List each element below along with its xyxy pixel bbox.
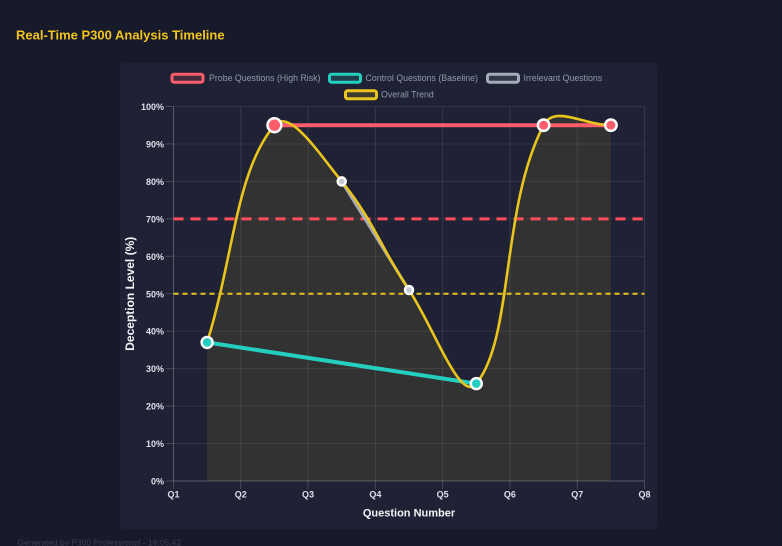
- svg-text:Irrelevant Questions: Irrelevant Questions: [524, 73, 603, 83]
- svg-text:Probe Questions (High Risk): Probe Questions (High Risk): [209, 73, 321, 83]
- svg-text:Q7: Q7: [571, 490, 583, 500]
- svg-text:Overall Trend: Overall Trend: [381, 90, 434, 100]
- svg-text:50%: 50%: [146, 289, 164, 299]
- svg-text:Q3: Q3: [302, 490, 314, 500]
- svg-text:Question Number: Question Number: [363, 508, 456, 520]
- svg-text:Generated by P300 Professional: Generated by P300 Professional - 16:05:4…: [18, 538, 182, 546]
- svg-text:0%: 0%: [151, 477, 164, 487]
- svg-text:Q2: Q2: [235, 490, 247, 500]
- svg-text:Q8: Q8: [638, 490, 650, 500]
- svg-text:100%: 100%: [141, 102, 164, 112]
- svg-text:90%: 90%: [146, 140, 164, 150]
- svg-text:80%: 80%: [146, 177, 164, 187]
- svg-text:Q6: Q6: [504, 490, 516, 500]
- svg-text:10%: 10%: [146, 439, 164, 449]
- svg-text:Control Questions (Baseline): Control Questions (Baseline): [366, 73, 479, 83]
- svg-text:Q5: Q5: [437, 490, 449, 500]
- svg-text:40%: 40%: [146, 327, 164, 337]
- svg-text:Q1: Q1: [167, 490, 179, 500]
- svg-text:Q4: Q4: [369, 490, 381, 500]
- svg-text:70%: 70%: [146, 214, 164, 224]
- svg-text:20%: 20%: [146, 402, 164, 412]
- svg-text:Real-Time P300 Analysis Timeli: Real-Time P300 Analysis Timeline: [16, 28, 225, 43]
- svg-text:60%: 60%: [146, 252, 164, 262]
- svg-text:Deception Level (%): Deception Level (%): [123, 237, 137, 351]
- svg-text:30%: 30%: [146, 364, 164, 374]
